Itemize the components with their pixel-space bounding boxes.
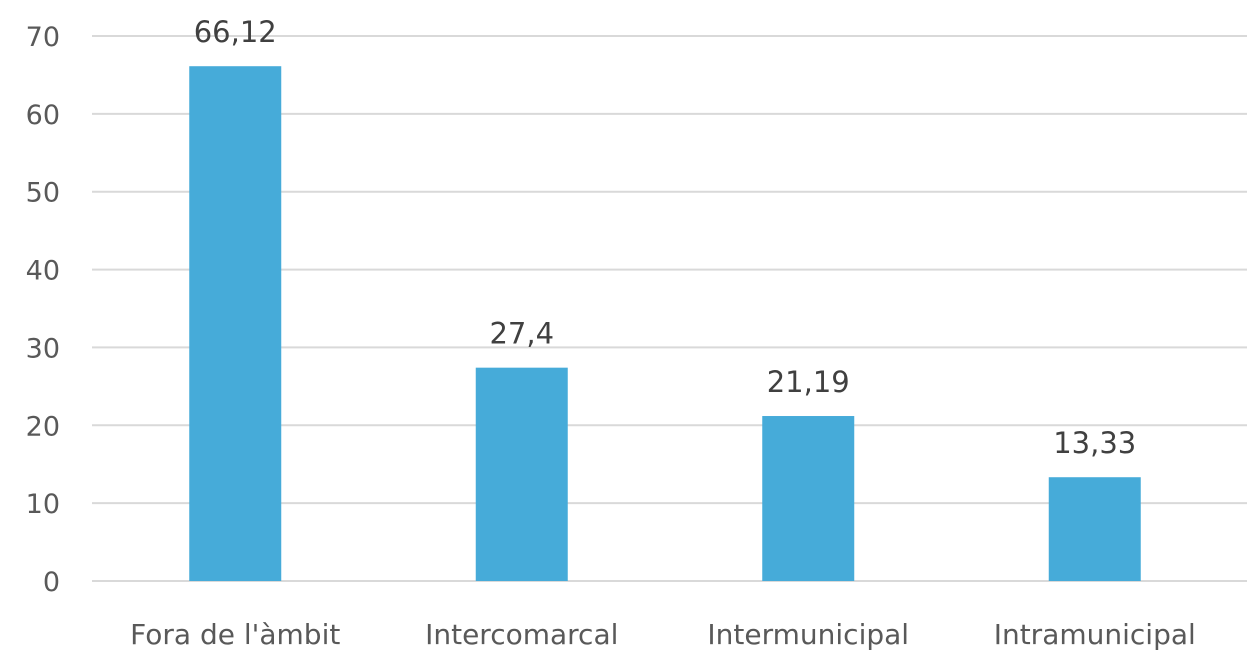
y-tick-label-30: 30 — [26, 333, 60, 364]
bars — [189, 66, 1141, 582]
bar-2 — [762, 416, 855, 581]
data-label-2: 21,19 — [767, 365, 850, 399]
bar-1 — [475, 367, 568, 581]
category-label-1: Intercomarcal — [425, 618, 618, 651]
bar-3 — [1048, 477, 1141, 581]
y-tick-label-0: 0 — [43, 567, 60, 598]
category-label-3: Intramunicipal — [994, 618, 1196, 651]
y-tick-label-50: 50 — [26, 178, 60, 209]
category-label-2: Intermunicipal — [707, 618, 909, 651]
data-label-1: 27,4 — [489, 317, 554, 351]
bar-0 — [189, 66, 282, 582]
y-tick-label-60: 60 — [26, 100, 60, 131]
gridlines — [92, 35, 1247, 582]
x-axis-category-labels: Fora de l'àmbit Intercomarcal Intermunicip… — [130, 618, 1196, 651]
y-tick-label-70: 70 — [26, 22, 60, 53]
y-tick-label-10: 10 — [26, 489, 60, 520]
data-labels: 66,12 27,4 21,19 13,33 — [194, 15, 1137, 460]
y-axis-tick-labels: 0 10 20 30 40 50 60 70 — [26, 22, 60, 598]
y-tick-label-40: 40 — [26, 256, 60, 287]
category-label-0: Fora de l'àmbit — [130, 618, 340, 651]
data-label-0: 66,12 — [194, 15, 277, 49]
y-tick-label-20: 20 — [26, 411, 60, 442]
data-label-3: 13,33 — [1053, 426, 1136, 460]
